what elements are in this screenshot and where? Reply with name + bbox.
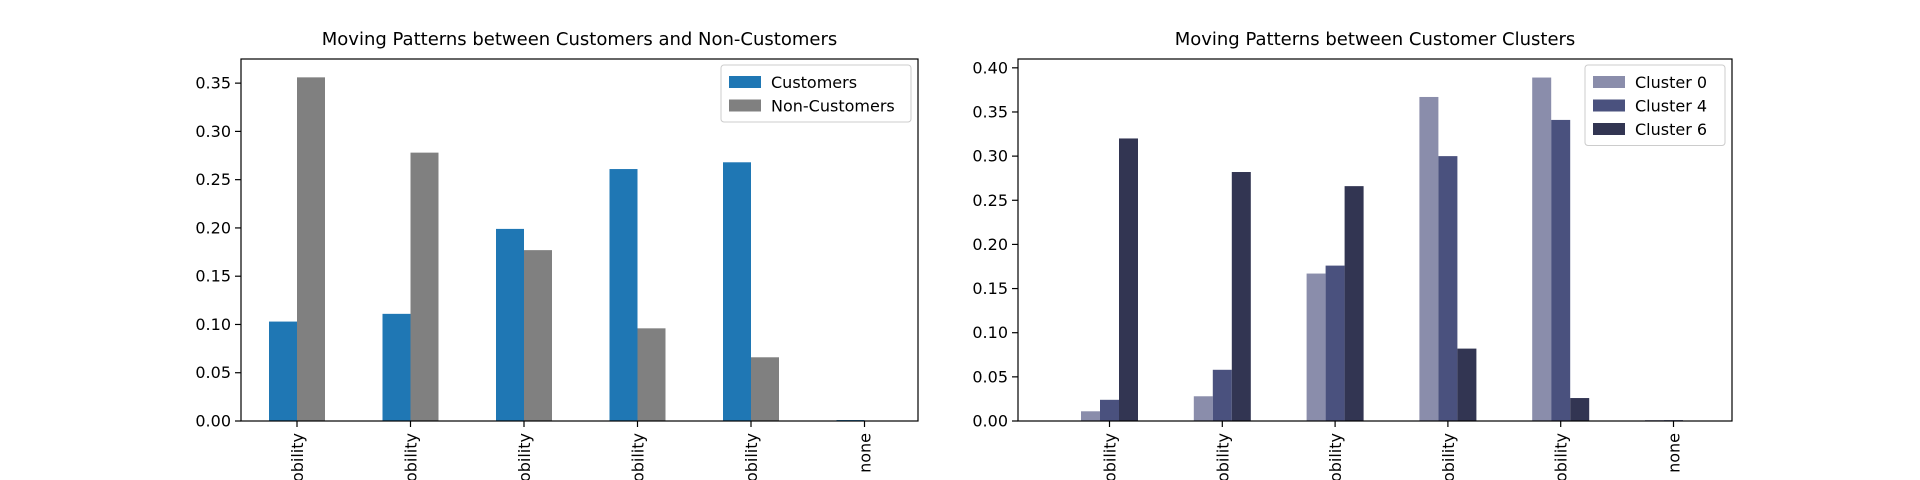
- bar: [297, 77, 325, 421]
- plot-frame: [1017, 58, 1733, 422]
- y-tick-label: 0.20: [195, 218, 231, 237]
- y-tick-label: 0.05: [972, 367, 1008, 386]
- x-tick-label: obility: [1552, 433, 1571, 480]
- legend-label: Non-Customers: [771, 97, 895, 116]
- chart-0: Moving Patterns between Customers and No…: [195, 29, 919, 480]
- legend: Cluster 0 Cluster 4 Cluster 6: [1584, 64, 1726, 146]
- x-tick-label: obility: [288, 433, 307, 480]
- bar: [723, 162, 751, 422]
- legend: Customers Non-Customers: [720, 64, 912, 123]
- legend-box: [720, 64, 912, 123]
- x-tick-label: obility: [515, 433, 534, 480]
- bar: [1231, 172, 1251, 421]
- bar: [609, 169, 638, 421]
- legend-swatch: [1593, 99, 1625, 112]
- plot-frame: [240, 58, 919, 422]
- bar: [751, 357, 779, 421]
- bar: [1193, 396, 1213, 421]
- x-tick-label: obility: [629, 433, 648, 480]
- y-tick-label: 0.30: [195, 122, 231, 141]
- y-tick-label: 0.15: [972, 279, 1008, 298]
- bar: [496, 228, 524, 421]
- y-tick-label: 0.25: [195, 170, 231, 189]
- legend-swatch: [1593, 76, 1625, 88]
- y-tick-label: 0.40: [972, 58, 1008, 77]
- y-tick-label: 0.10: [972, 323, 1008, 342]
- x-tick-label: obility: [742, 433, 761, 480]
- y-tick-label: 0.00: [195, 412, 231, 431]
- bar: [410, 152, 439, 421]
- x-tick-label: obility: [1101, 433, 1120, 480]
- bar: [1438, 156, 1458, 421]
- y-tick-label: 0.20: [972, 235, 1008, 254]
- bar: [1532, 77, 1552, 421]
- bar: [1100, 399, 1119, 421]
- y-tick-label: 0.05: [195, 363, 231, 382]
- y-tick-label: 0.35: [195, 74, 231, 93]
- y-tick-label: 0.35: [972, 102, 1008, 121]
- bar: [524, 250, 552, 421]
- x-tick-label: obility: [1326, 433, 1345, 480]
- legend-swatch: [729, 99, 761, 112]
- x-tick-label: none: [856, 433, 875, 473]
- y-tick-label: 0.10: [195, 315, 231, 334]
- x-tick-label: obility: [1439, 433, 1458, 480]
- legend-label: Cluster 0: [1635, 73, 1707, 92]
- bar: [1212, 369, 1232, 421]
- bar: [1551, 119, 1571, 422]
- bar: [1119, 138, 1138, 421]
- bar: [1306, 273, 1326, 421]
- y-tick-label: 0.15: [195, 267, 231, 286]
- y-tick-label: 0.00: [972, 412, 1008, 431]
- legend-label: Customers: [771, 73, 857, 92]
- chart-title: Moving Patterns between Customer Cluster…: [1175, 29, 1576, 50]
- y-tick-label: 0.30: [972, 147, 1008, 166]
- y-tick-label: 0.25: [972, 191, 1008, 210]
- bar: [1325, 265, 1345, 421]
- bar: [1570, 398, 1590, 421]
- x-tick-label: obility: [402, 433, 421, 480]
- bar: [1081, 411, 1100, 421]
- bar: [1344, 186, 1364, 421]
- x-tick-label: obility: [1213, 433, 1232, 480]
- legend-swatch: [729, 76, 761, 88]
- chart-1: Moving Patterns between Customer Cluster…: [972, 29, 1733, 480]
- chart-title: Moving Patterns between Customers and No…: [322, 29, 837, 50]
- legend-label: Cluster 6: [1635, 120, 1707, 139]
- bar: [637, 328, 666, 421]
- bar: [269, 321, 297, 421]
- bar: [382, 313, 411, 421]
- x-tick-label: none: [1665, 433, 1684, 473]
- bar: [1419, 96, 1439, 421]
- legend-label: Cluster 4: [1635, 97, 1707, 116]
- legend-swatch: [1593, 123, 1625, 135]
- bar: [1457, 348, 1477, 421]
